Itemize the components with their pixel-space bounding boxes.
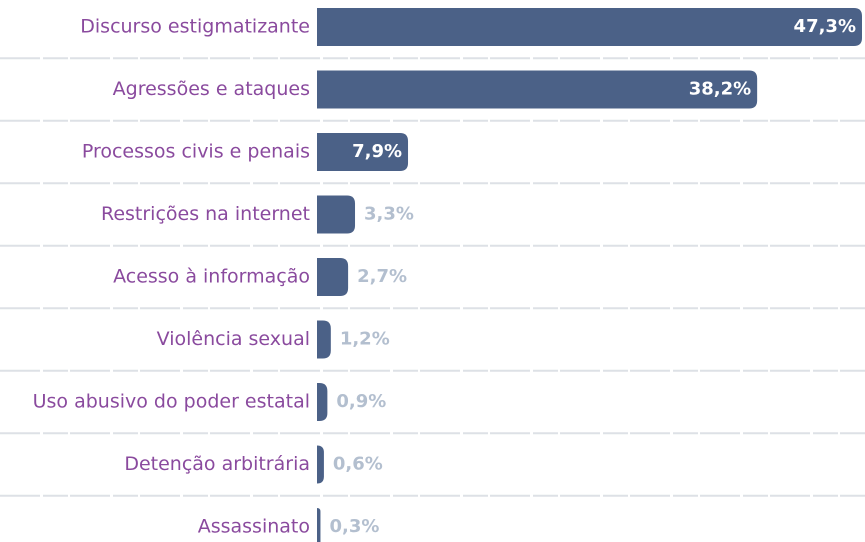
category-label: Processos civis e penais [82, 141, 310, 163]
value-label: 7,9% [352, 141, 402, 162]
bar [317, 70, 758, 109]
value-label: 0,3% [329, 516, 379, 537]
category-label: Restrições na internet [101, 203, 310, 225]
category-label: Assassinato [198, 516, 310, 538]
bar [317, 508, 321, 542]
value-label: 1,2% [340, 329, 390, 350]
value-label: 3,3% [364, 204, 414, 225]
bar [317, 383, 328, 421]
category-label: Agressões e ataques [113, 78, 310, 100]
bar [317, 445, 324, 484]
bar [317, 133, 409, 171]
value-label: 0,6% [333, 454, 383, 475]
bar [317, 195, 356, 234]
category-label: Detenção arbitrária [124, 453, 310, 475]
bar [317, 258, 349, 296]
value-label: 2,7% [357, 266, 407, 287]
bar [317, 8, 862, 46]
category-label: Acesso à informação [113, 266, 310, 288]
value-label: 38,2% [689, 79, 751, 100]
category-label: Discurso estigmatizante [80, 16, 310, 38]
category-label: Uso abusivo do poder estatal [33, 391, 310, 413]
value-label: 47,3% [794, 16, 856, 37]
category-label: Violência sexual [157, 328, 310, 350]
value-label: 0,9% [336, 391, 386, 412]
bar [317, 320, 331, 359]
